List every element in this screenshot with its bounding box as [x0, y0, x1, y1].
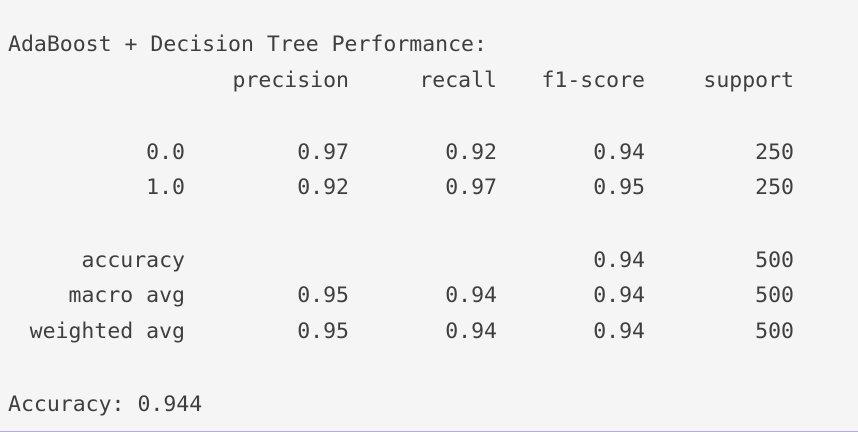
- recall-value: 0.92: [445, 140, 497, 165]
- recall-value: 0.94: [445, 319, 497, 344]
- f1-score-value: 0.94: [593, 283, 645, 308]
- report-row-macro-avg: macro avg 0.95 0.94 0.94 500: [8, 278, 858, 314]
- header-support: support: [703, 68, 794, 93]
- recall-value: 0.94: [445, 283, 497, 308]
- precision-value: 0.92: [297, 175, 349, 200]
- header-recall: recall: [419, 68, 497, 93]
- row-label: macro avg: [68, 283, 186, 308]
- precision-value: 0.95: [297, 319, 349, 344]
- f1-score-value: 0.95: [593, 175, 645, 200]
- report-row-weighted-avg: weighted avg 0.95 0.94 0.94 500: [8, 314, 858, 350]
- report-row-class-0: 0.0 0.97 0.92 0.94 250: [8, 135, 858, 171]
- support-value: 500: [755, 319, 794, 344]
- support-value: 250: [755, 175, 794, 200]
- support-value: 500: [755, 248, 794, 273]
- report-header-row: precision recall f1-score support: [8, 63, 858, 99]
- f1-score-value: 0.94: [593, 248, 645, 273]
- row-label: weighted avg: [29, 319, 185, 344]
- recall-value: 0.97: [445, 175, 497, 200]
- header-precision: precision: [232, 68, 350, 93]
- row-label: 1.0: [146, 175, 185, 200]
- report-row-class-1: 1.0 0.92 0.97 0.95 250: [8, 170, 858, 206]
- support-value: 500: [755, 283, 794, 308]
- header-f1-score: f1-score: [541, 68, 645, 93]
- precision-value: 0.95: [297, 283, 349, 308]
- row-label: 0.0: [146, 140, 185, 165]
- report-title: AdaBoost + Decision Tree Performance:: [8, 32, 487, 57]
- precision-value: 0.97: [297, 140, 349, 165]
- accuracy-summary: Accuracy: 0.944: [8, 392, 203, 417]
- f1-score-value: 0.94: [593, 140, 645, 165]
- report-row-accuracy: accuracy 0.94 500: [8, 243, 858, 279]
- support-value: 250: [755, 140, 794, 165]
- f1-score-value: 0.94: [593, 319, 645, 344]
- row-label: accuracy: [81, 248, 185, 273]
